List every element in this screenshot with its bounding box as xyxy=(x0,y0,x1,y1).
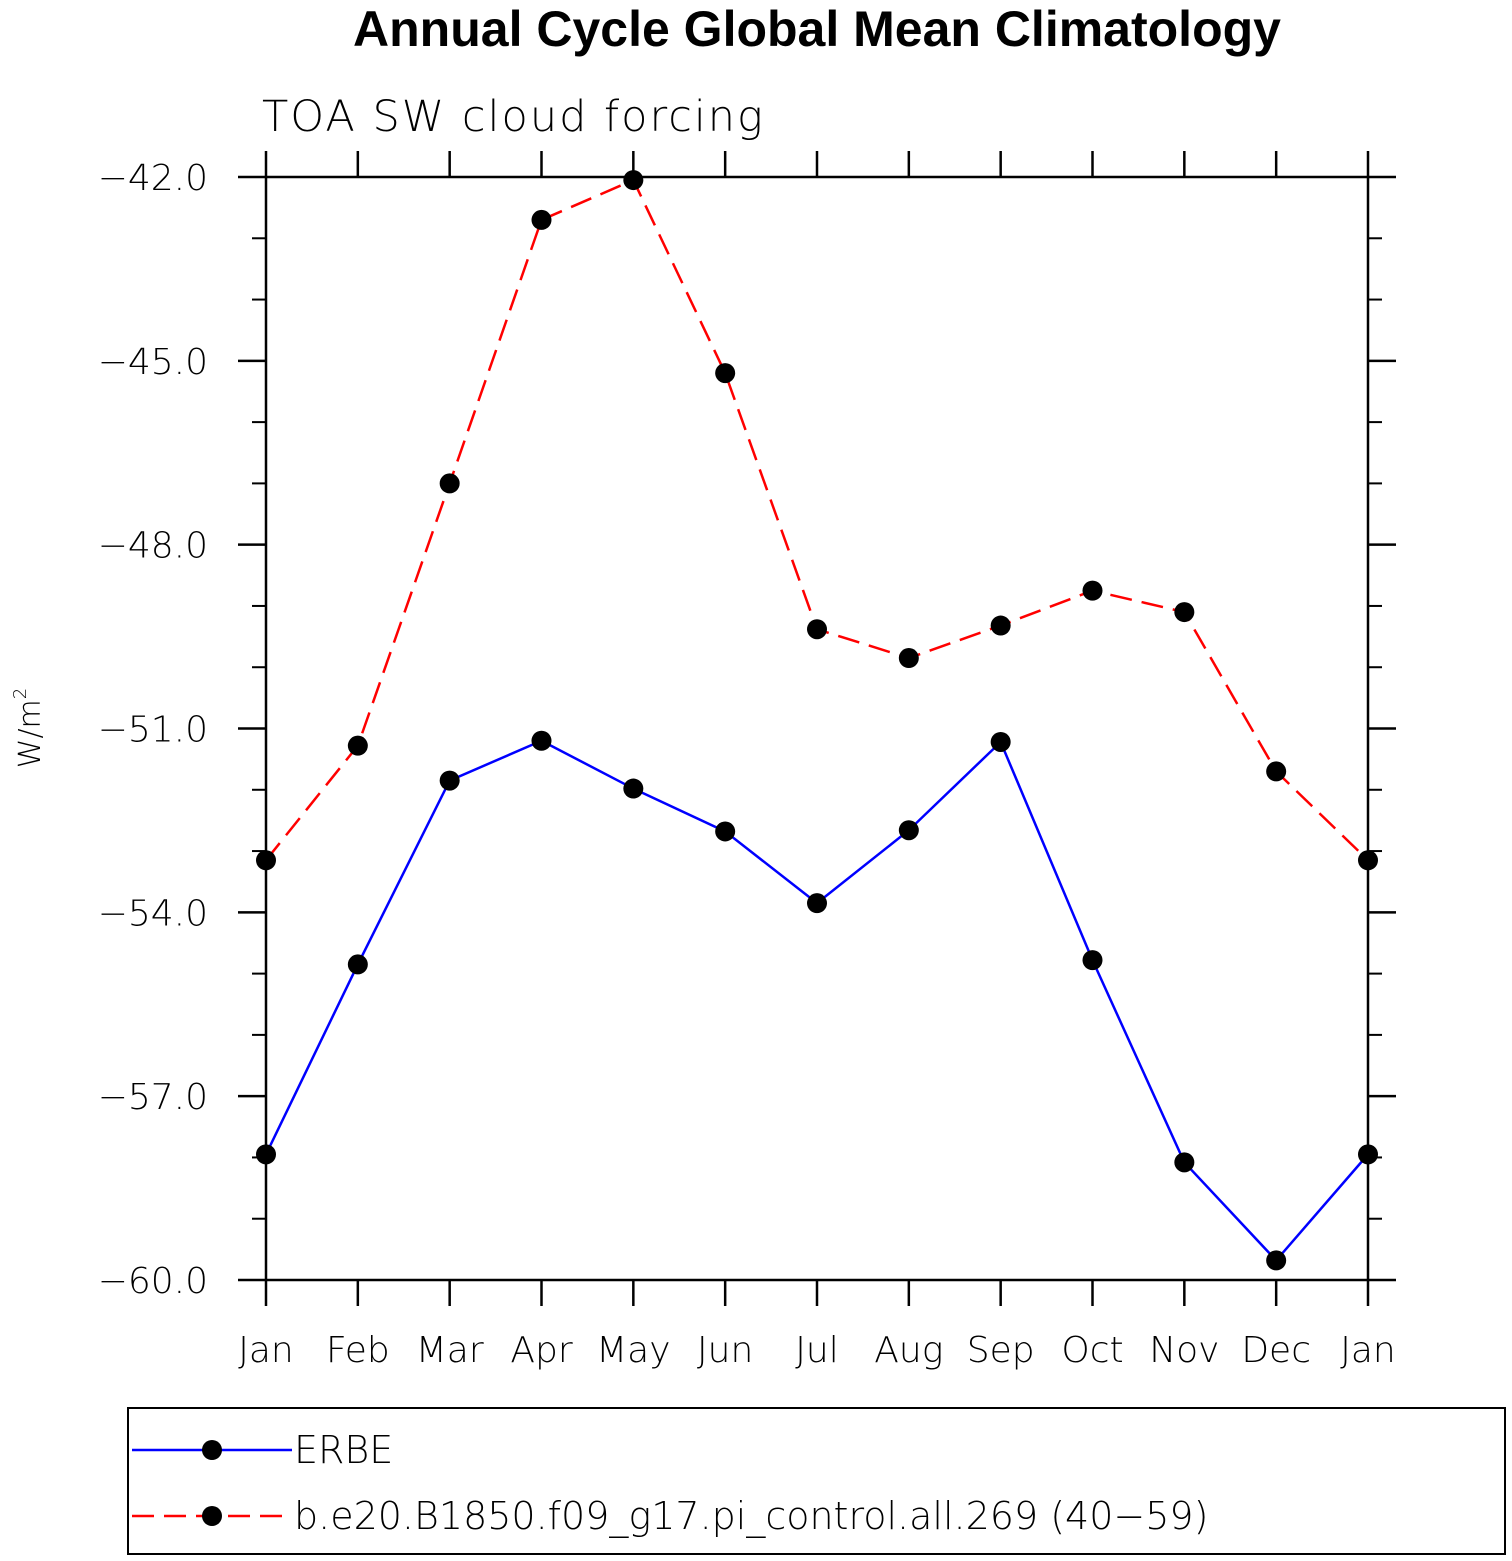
series-2-point xyxy=(807,619,827,640)
series-1-point xyxy=(531,730,552,751)
series-2-point xyxy=(531,209,552,230)
series-1-point xyxy=(439,770,460,791)
x-tick-label: Nov xyxy=(1149,1330,1219,1371)
y-tick-label: −57.0 xyxy=(98,1077,208,1118)
x-tick-label: Mar xyxy=(416,1330,484,1371)
y-axis-label: W/m2 xyxy=(10,688,48,768)
series-line-2 xyxy=(265,178,1369,862)
chart-title: Annual Cycle Global Mean Climatology xyxy=(353,1,1281,57)
series-2-point xyxy=(898,648,919,669)
legend: ERBE b.e20.B1850.f09_g17.pi_control.all.2… xyxy=(127,1407,1506,1555)
x-tick-label: Dec xyxy=(1241,1330,1311,1371)
series-1-point xyxy=(1174,1152,1195,1173)
series-1-point xyxy=(256,1144,276,1165)
x-tick-label: Jan xyxy=(1340,1330,1396,1371)
x-tick-label: Jun xyxy=(697,1330,753,1371)
series-layer xyxy=(256,170,1378,1271)
series-2-point xyxy=(1358,850,1378,871)
legend-box xyxy=(127,1407,1506,1555)
plot-axes: Jan Feb Mar Apr May Jun Jul Aug Sep Oct Nov Dec Jan−… xyxy=(98,151,1396,1371)
y-tick-label: −51.0 xyxy=(98,710,208,751)
y-tick-label: −54.0 xyxy=(98,893,208,934)
x-tick-label: Jan xyxy=(238,1330,294,1371)
legend-marker-2 xyxy=(202,1506,222,1526)
series-2-point xyxy=(1174,602,1195,623)
x-tick-label: Apr xyxy=(510,1330,572,1371)
series-1-point xyxy=(990,731,1011,752)
series-1-point xyxy=(807,893,827,914)
series-1-point xyxy=(715,821,736,842)
series-2-point xyxy=(990,615,1011,636)
series-2-point xyxy=(623,170,644,191)
y-tick-label: −48.0 xyxy=(98,526,208,567)
x-tick-label: May xyxy=(596,1330,670,1371)
legend-label-1: ERBE xyxy=(294,1428,393,1472)
series-2-point xyxy=(715,363,736,384)
x-tick-label: Aug xyxy=(874,1330,943,1371)
series-1-point xyxy=(898,820,919,841)
y-tick-label: −42.0 xyxy=(98,158,208,199)
y-axis-label-unit: W/m xyxy=(13,699,48,768)
legend-label-2: b.e20.B1850.f09_g17.pi_control.all.269 (… xyxy=(294,1494,1208,1539)
y-tick-label: −45.0 xyxy=(98,342,208,383)
legend-marker-1 xyxy=(202,1440,222,1460)
series-line-1 xyxy=(264,739,1369,1263)
series-1-point xyxy=(347,954,368,975)
series-2-point xyxy=(347,735,368,756)
y-axis-label-exponent: 2 xyxy=(10,688,31,699)
series-2-point xyxy=(439,473,460,494)
series-1-point xyxy=(1082,950,1103,971)
x-tick-label: Oct xyxy=(1061,1330,1123,1371)
y-tick-label: −60.0 xyxy=(98,1261,208,1302)
series-2-point xyxy=(1082,580,1103,601)
legend-items: ERBE b.e20.B1850.f09_g17.pi_control.all.2… xyxy=(132,1428,1208,1539)
plot-frame xyxy=(264,175,1370,1282)
x-tick-label: Sep xyxy=(967,1330,1035,1371)
series-1-point xyxy=(1266,1250,1287,1271)
chart-subtitle: TOA SW cloud forcing xyxy=(262,92,765,142)
series-1-point xyxy=(623,778,644,799)
x-tick-label: Jul xyxy=(795,1330,838,1371)
x-tick-label: Feb xyxy=(326,1330,390,1371)
series-1-point xyxy=(1358,1144,1378,1165)
series-2-point xyxy=(256,850,276,871)
series-2-point xyxy=(1266,761,1287,782)
